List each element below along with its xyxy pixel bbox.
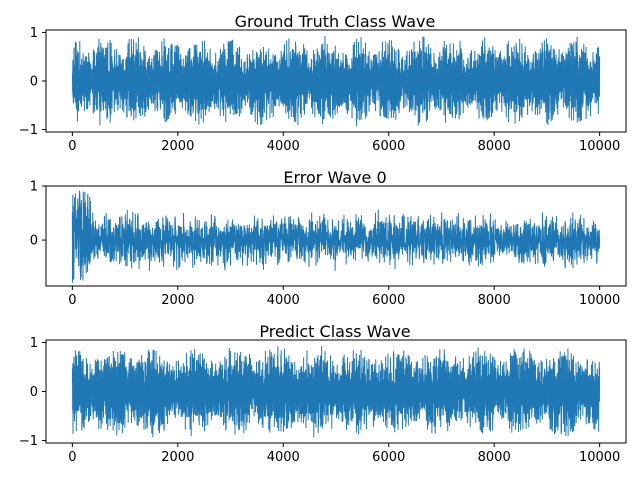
y-tick-label: −1 (19, 434, 38, 449)
y-tick-label: 0 (30, 75, 38, 90)
ground-truth-wave-line (71, 35, 601, 127)
subplot-ground-truth: Ground Truth Class Wave 0 2000 4000 6000 800… (19, 12, 627, 154)
y-tick-label: −1 (19, 123, 38, 138)
subplot-predict: Predict Class Wave 0 2000 4000 6000 8000 1000… (19, 322, 627, 465)
y-tick-label: 1 (30, 26, 38, 41)
x-tick-label: 10000 (579, 293, 620, 308)
x-tick-label: 6000 (372, 293, 405, 308)
tick-group: 0 2000 4000 6000 8000 10000 0 1 (30, 180, 621, 309)
chart-title: Ground Truth Class Wave (235, 12, 436, 31)
x-tick-label: 0 (68, 450, 76, 465)
x-tick-label: 8000 (478, 450, 511, 465)
x-tick-label: 4000 (267, 293, 300, 308)
error-wave-line (71, 190, 601, 283)
x-tick-label: 4000 (267, 139, 300, 154)
x-tick-label: 2000 (161, 293, 194, 308)
y-tick-label: 0 (30, 234, 38, 249)
chart-title: Predict Class Wave (259, 322, 410, 341)
x-tick-label: 10000 (579, 450, 620, 465)
tick-group: 0 2000 4000 6000 8000 10000 −1 0 1 (19, 336, 620, 465)
y-tick-label: 1 (30, 336, 38, 351)
y-tick-label: 0 (30, 385, 38, 400)
x-tick-label: 2000 (161, 450, 194, 465)
x-tick-label: 8000 (478, 293, 511, 308)
plot-area-frame (45, 185, 627, 287)
subplot-error: Error Wave 0 0 2000 4000 6000 8000 10000 0 1 (30, 168, 627, 309)
predict-wave-line (71, 345, 601, 438)
x-tick-label: 0 (68, 139, 76, 154)
chart-title: Error Wave 0 (283, 168, 386, 187)
tick-group: 0 2000 4000 6000 8000 10000 −1 0 1 (19, 26, 620, 154)
x-tick-label: 6000 (372, 450, 405, 465)
x-tick-label: 6000 (372, 139, 405, 154)
x-tick-label: 0 (68, 293, 76, 308)
y-tick-label: 1 (30, 180, 38, 195)
x-tick-label: 8000 (478, 139, 511, 154)
x-tick-label: 4000 (267, 450, 300, 465)
x-tick-label: 10000 (579, 139, 620, 154)
x-tick-label: 2000 (161, 139, 194, 154)
